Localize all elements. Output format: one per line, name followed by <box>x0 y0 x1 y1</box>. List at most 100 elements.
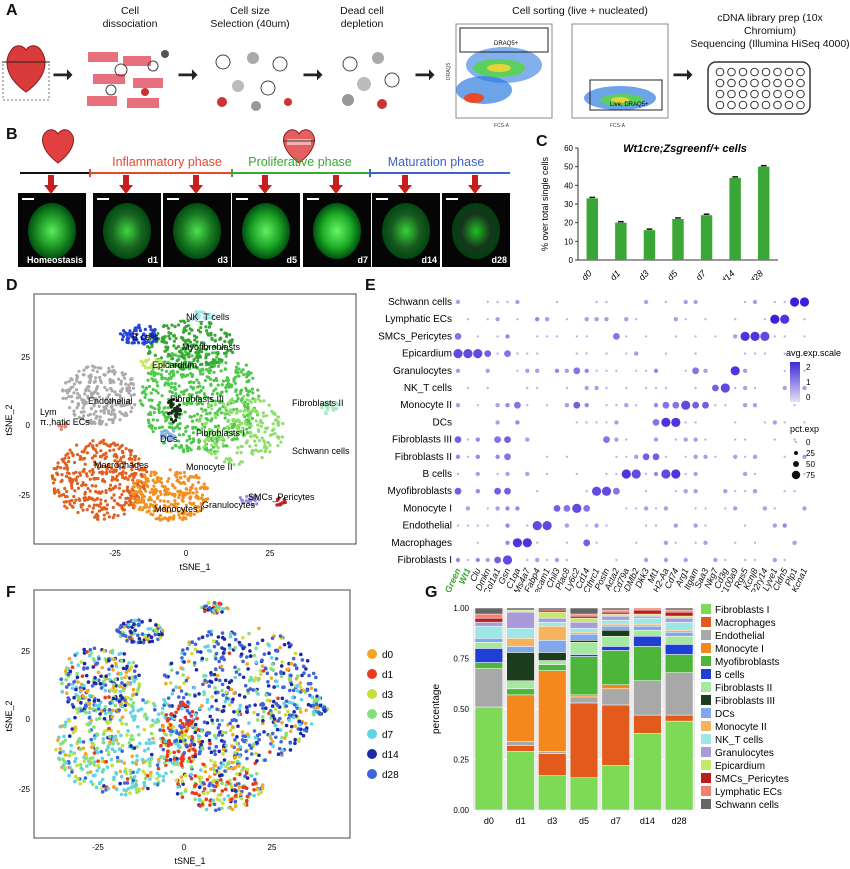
tsne-point <box>75 481 80 486</box>
dot <box>664 352 668 355</box>
tsne-point <box>187 735 191 739</box>
dot <box>803 472 806 476</box>
tsne-point <box>191 483 195 487</box>
tsne-point <box>142 332 146 336</box>
tsne-point <box>163 485 167 489</box>
dot <box>495 317 500 322</box>
tsne-point <box>174 685 178 689</box>
tsne-point <box>215 355 219 359</box>
tsne-point <box>294 676 299 681</box>
tsne-point <box>213 601 217 605</box>
tsne-point <box>165 324 169 328</box>
tsne-point <box>83 447 87 451</box>
tsne-point <box>169 712 174 717</box>
dot <box>783 352 786 355</box>
tsne-point <box>199 350 204 354</box>
tsne-point <box>173 714 177 718</box>
tsne-point <box>202 787 207 791</box>
step-library-prep: cDNA library prep (10x Chromium) Sequenc… <box>690 12 850 51</box>
tsne-point <box>189 651 194 656</box>
tsne-point <box>137 457 141 461</box>
tsne-point <box>179 791 184 796</box>
dot <box>526 352 529 355</box>
tsne-point <box>85 689 90 694</box>
tsne-point <box>315 694 319 699</box>
tsne-point <box>237 754 242 759</box>
tsne-point <box>189 776 194 781</box>
dot <box>753 541 757 544</box>
tsne-point <box>220 806 224 811</box>
tsne-point <box>215 718 220 723</box>
tsne-point <box>216 364 221 369</box>
tsne-point <box>60 690 65 694</box>
tsne-point <box>128 474 132 478</box>
tsne-point <box>166 696 171 700</box>
tsne-point <box>229 728 233 733</box>
tsne-point <box>169 769 174 774</box>
dot <box>475 489 480 494</box>
stack-segment <box>474 706 503 811</box>
tsne-point <box>172 373 176 377</box>
tsne-point <box>198 314 202 318</box>
tsne-point <box>232 422 237 426</box>
tsne-point <box>151 387 155 392</box>
tsne-point <box>254 443 258 448</box>
tsne-point <box>67 394 71 399</box>
tsne-point <box>183 516 188 520</box>
tsne-point <box>129 630 134 635</box>
tsne-point <box>198 396 202 401</box>
tsne-point <box>188 349 192 353</box>
tsne-point <box>235 735 239 739</box>
tsne-point <box>180 507 184 511</box>
dot <box>572 503 582 513</box>
tsne-point <box>191 387 195 391</box>
tsne-point <box>149 724 153 728</box>
tsne-point <box>176 707 181 711</box>
tsne-point <box>75 675 80 680</box>
tsne-point <box>136 724 140 729</box>
tsne-point <box>135 770 140 775</box>
dot <box>644 386 648 390</box>
tsne-point <box>76 695 81 700</box>
tsne-point <box>178 475 183 480</box>
tsne-point <box>127 491 131 495</box>
tsne-point <box>132 669 137 673</box>
tsne-point <box>179 319 183 323</box>
tsne-point <box>85 508 89 512</box>
tsne-point <box>141 363 145 367</box>
legend-label: d7 <box>382 730 394 741</box>
dot <box>516 352 519 355</box>
tsne-point <box>184 341 188 345</box>
x-tick-label: d5 <box>665 268 680 280</box>
dot <box>783 300 786 304</box>
tsne-point <box>216 642 221 646</box>
tsne-point <box>124 771 129 776</box>
tsne-point <box>89 737 93 742</box>
tsne-point <box>223 416 227 420</box>
step-dead-cell-depletion: Dead cell depletion <box>322 5 402 31</box>
tsne-point <box>121 451 125 455</box>
stack-segment <box>506 646 535 653</box>
bar <box>643 230 656 260</box>
stack-segment <box>474 662 503 669</box>
tsne-point <box>173 486 177 490</box>
tsne-point <box>226 435 231 439</box>
dot <box>504 436 511 443</box>
tsne-point <box>109 483 113 487</box>
tsne-point <box>139 473 143 477</box>
tsne-point <box>251 407 256 412</box>
tsne-point <box>163 739 168 744</box>
tsne-point <box>219 369 223 373</box>
tsne-point <box>203 316 207 320</box>
tsne-point <box>191 363 195 367</box>
tsne-point <box>149 473 153 478</box>
dot <box>783 421 786 424</box>
dot <box>505 523 510 528</box>
tsne-point <box>92 751 97 755</box>
dot <box>733 506 738 511</box>
tsne-point <box>106 786 111 791</box>
dot <box>763 318 767 321</box>
tsne-point <box>197 310 201 314</box>
tsne-point <box>191 747 196 751</box>
